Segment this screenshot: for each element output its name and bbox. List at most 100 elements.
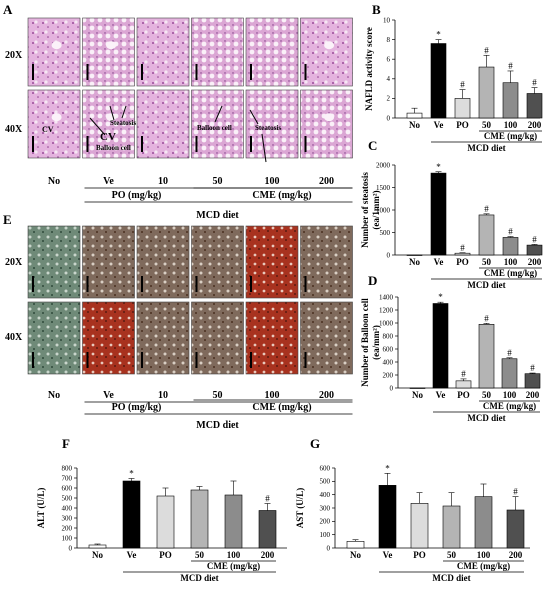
y-tick-label: 200 <box>320 518 331 526</box>
row-label-40x-e: 40X <box>5 332 23 343</box>
x-tick-label: Ve <box>434 120 444 130</box>
mt-image-grid <box>27 225 353 375</box>
significance-marker: # <box>265 494 270 504</box>
scale-bar <box>141 352 143 368</box>
y-axis-label: Number of steatosis <box>360 172 370 248</box>
bar <box>454 98 471 119</box>
image-tile <box>82 17 135 87</box>
image-tile <box>82 89 135 159</box>
group-label-po: PO (mg/kg) <box>112 190 162 201</box>
significance-marker: # <box>508 227 513 237</box>
significance-marker: # <box>513 487 518 497</box>
x-tick-label: 100 <box>503 390 517 400</box>
y-tick-label: 100 <box>320 531 331 539</box>
y-axis-label: NAFLD activity score <box>364 27 374 111</box>
scale-bar <box>32 276 34 292</box>
x-tick-label: 200 <box>528 257 542 267</box>
y-tick-label: 0 <box>390 384 394 392</box>
row-label-20x-e: 20X <box>5 257 23 268</box>
annotation-balloon-1: Balloon cell <box>96 144 131 152</box>
significance-marker: # <box>460 243 465 253</box>
column-label: No <box>48 176 60 187</box>
image-tile <box>300 89 353 159</box>
x-tick-label: PO <box>159 550 172 560</box>
y-axis-label: AST (U/L) <box>295 488 305 529</box>
bar <box>410 503 429 549</box>
x-tick-label: 200 <box>526 390 540 400</box>
significance-marker: # <box>532 78 537 88</box>
bar <box>88 544 107 549</box>
bar <box>455 380 472 389</box>
bar <box>502 82 519 119</box>
bar <box>156 495 175 549</box>
y-tick-label: 400 <box>62 504 73 512</box>
y-tick-label: 0 <box>327 544 331 552</box>
bar <box>406 112 423 119</box>
group-label-cme: CME (mg/kg) <box>483 401 536 411</box>
x-tick-label: PO <box>456 257 469 267</box>
y-tick-label: 0 <box>387 251 391 259</box>
annotation-cv-1: CV <box>42 125 54 134</box>
bar-charts: B 0 2 4 6 8 10 NAFLD activity score No * Ve # PO #50 #… <box>36 2 543 583</box>
bar <box>442 505 461 549</box>
y-tick-label: 2000 <box>376 161 391 169</box>
bar <box>478 323 495 389</box>
annotation-arrow-3 <box>89 117 106 136</box>
image-tile <box>300 17 353 87</box>
group-label-cme: CME (mg/kg) <box>252 190 311 201</box>
y-tick-label: 100 <box>62 534 73 542</box>
scale-bar <box>304 136 307 152</box>
annotation-steatosis-1: Steatosis <box>110 119 136 127</box>
scale-bar <box>250 352 252 368</box>
x-tick-label: PO <box>456 120 469 130</box>
significance-marker: # <box>507 348 512 358</box>
y-tick-label: 200 <box>383 371 394 379</box>
annotation-arrow-4 <box>214 105 223 123</box>
annotation-cv-2: CV <box>100 131 116 143</box>
scale-bar <box>32 136 34 152</box>
diet-label: MCD diet <box>467 280 505 290</box>
central-vein <box>324 41 335 50</box>
x-tick-label: Ve <box>436 390 446 400</box>
y-tick-label: 1000 <box>376 206 391 214</box>
image-tile <box>191 89 244 159</box>
y-tick-label: 500 <box>320 478 331 486</box>
x-tick-label: 50 <box>482 120 492 130</box>
diet-label: MCD diet <box>196 210 239 221</box>
x-tick-label: 200 <box>528 120 542 130</box>
image-tile <box>82 225 135 299</box>
y-tick-label: 0 <box>69 544 73 552</box>
image-tile <box>27 17 81 87</box>
central-vein <box>51 113 62 122</box>
y-tick-label: 0 <box>387 114 391 122</box>
scale-bar <box>86 64 89 80</box>
x-tick-label: No <box>412 390 423 400</box>
panel-letter: F <box>62 436 70 451</box>
image-tile <box>136 17 190 87</box>
x-tick-label: Ve <box>383 550 393 560</box>
scale-bar <box>195 276 198 292</box>
diet-label: MCD diet <box>180 573 218 583</box>
y-tick-label: 1000 <box>379 319 394 327</box>
bar <box>478 214 495 256</box>
y-tick-label: 1500 <box>376 184 391 192</box>
x-tick-label: 100 <box>477 550 491 560</box>
y-tick-label: 400 <box>383 358 394 366</box>
column-label: 100 <box>265 176 280 187</box>
x-tick-label: 100 <box>504 257 518 267</box>
significance-marker: # <box>460 80 465 90</box>
annotation-arrow-6 <box>249 109 259 125</box>
central-vein <box>324 113 335 122</box>
bar <box>122 480 141 549</box>
y-axis-unit: (ea/1mm²) <box>371 190 381 229</box>
row-label-20x-a: 20X <box>5 50 23 61</box>
he-annotations: CV CV Steatosis Balloon cell Balloon cel… <box>42 105 281 163</box>
image-tile <box>82 301 135 375</box>
bar <box>346 541 365 549</box>
y-tick-label: 700 <box>62 474 73 482</box>
scale-bar <box>195 352 198 368</box>
column-label: 50 <box>213 176 223 187</box>
scale-bar <box>304 276 307 292</box>
x-tick-label: 50 <box>195 550 205 560</box>
image-tile <box>136 225 190 299</box>
